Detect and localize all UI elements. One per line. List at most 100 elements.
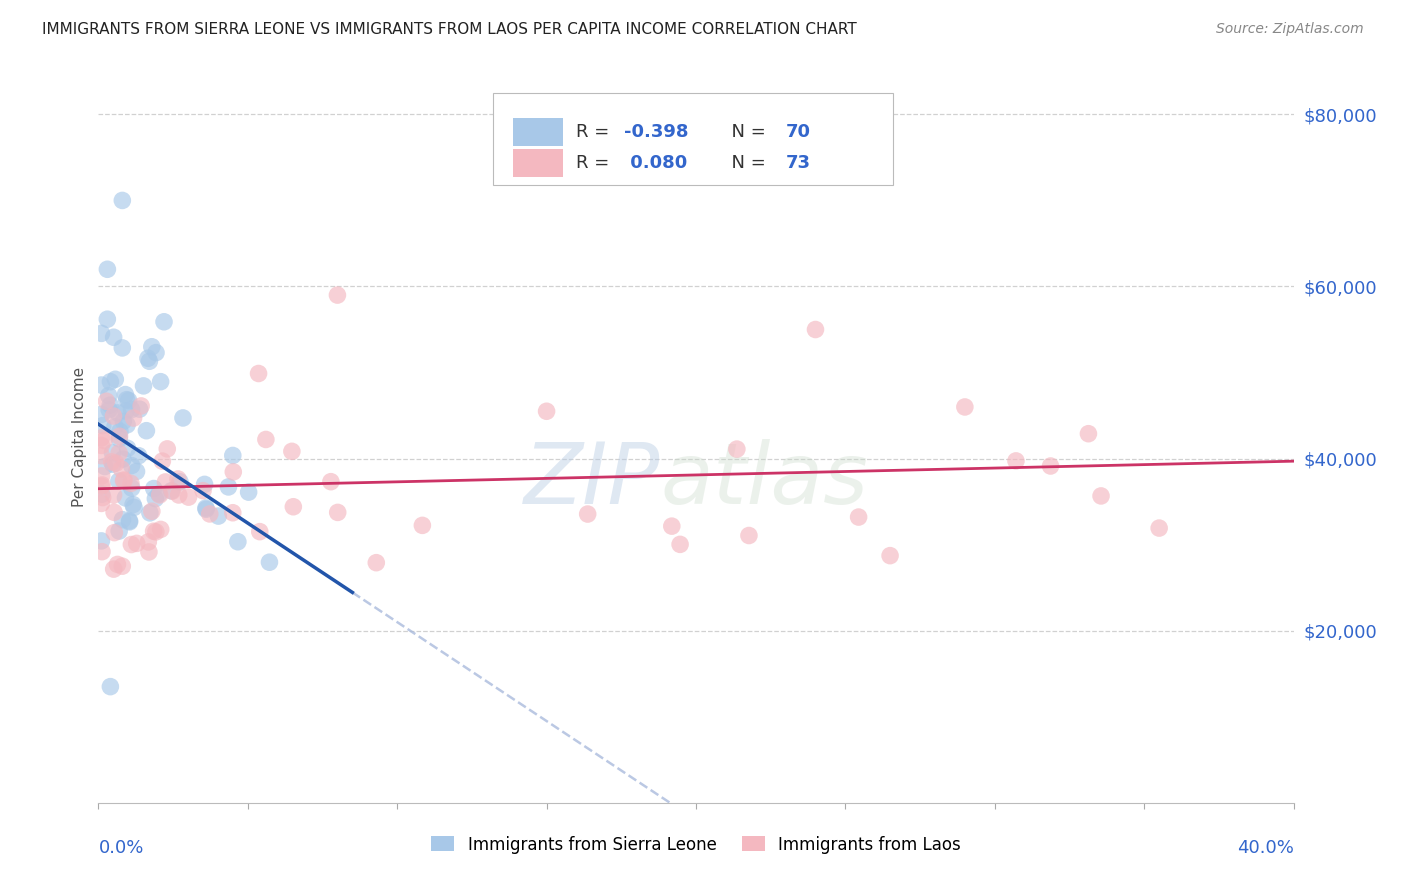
Point bbox=[111, 194, 134, 208]
Point bbox=[111, 559, 134, 574]
Point bbox=[90, 431, 112, 445]
Point bbox=[326, 288, 349, 302]
FancyBboxPatch shape bbox=[513, 118, 564, 146]
Point bbox=[138, 545, 160, 559]
Point bbox=[112, 474, 135, 488]
Point bbox=[91, 491, 114, 505]
Text: -0.398: -0.398 bbox=[624, 123, 689, 141]
Point bbox=[150, 454, 173, 468]
Point bbox=[198, 507, 221, 521]
Point bbox=[222, 449, 245, 463]
Point bbox=[169, 475, 191, 489]
Point bbox=[167, 488, 190, 502]
Point bbox=[879, 549, 901, 563]
Point bbox=[326, 505, 349, 519]
Point bbox=[207, 509, 229, 524]
Point bbox=[91, 478, 114, 492]
Point bbox=[96, 262, 118, 277]
Text: 0.080: 0.080 bbox=[624, 153, 688, 172]
Point bbox=[142, 482, 165, 496]
Point bbox=[115, 404, 138, 418]
Point bbox=[91, 544, 114, 558]
Point bbox=[115, 417, 138, 432]
Point bbox=[155, 475, 177, 489]
Point bbox=[411, 518, 433, 533]
Text: 70: 70 bbox=[786, 123, 811, 141]
Point bbox=[145, 524, 167, 539]
Point bbox=[118, 393, 141, 408]
Point bbox=[120, 537, 142, 551]
Point bbox=[281, 444, 304, 458]
Point bbox=[115, 392, 138, 407]
Point bbox=[103, 409, 125, 423]
Point bbox=[98, 398, 121, 412]
Point bbox=[101, 457, 124, 471]
Point bbox=[118, 514, 141, 528]
Text: R =: R = bbox=[576, 153, 616, 172]
Point bbox=[103, 562, 125, 576]
Text: N =: N = bbox=[720, 123, 772, 141]
Point bbox=[738, 528, 761, 542]
Point bbox=[222, 465, 245, 479]
Point bbox=[111, 341, 134, 355]
Point bbox=[90, 496, 112, 510]
Text: N =: N = bbox=[720, 153, 772, 172]
Point bbox=[90, 487, 112, 501]
Point bbox=[108, 446, 131, 460]
Point bbox=[94, 459, 117, 474]
Point bbox=[90, 469, 112, 483]
Point bbox=[96, 312, 118, 326]
Point bbox=[167, 472, 190, 486]
Point bbox=[108, 524, 131, 538]
Point bbox=[98, 402, 121, 417]
Point bbox=[104, 419, 127, 434]
Point bbox=[107, 558, 129, 572]
Point bbox=[90, 408, 112, 422]
Point bbox=[217, 480, 239, 494]
Point bbox=[104, 456, 127, 470]
Point bbox=[136, 535, 159, 549]
Point bbox=[111, 452, 134, 467]
Point bbox=[139, 506, 162, 520]
Point bbox=[122, 411, 145, 425]
Point bbox=[953, 400, 976, 414]
Point bbox=[114, 491, 136, 505]
Point bbox=[93, 434, 115, 448]
Text: ZIP: ZIP bbox=[524, 440, 661, 523]
Point bbox=[110, 462, 132, 476]
Point bbox=[96, 394, 118, 409]
Point bbox=[162, 484, 184, 499]
Point bbox=[194, 477, 217, 491]
Point bbox=[117, 442, 139, 456]
Point bbox=[103, 330, 125, 344]
Point bbox=[103, 525, 125, 540]
Point bbox=[536, 404, 558, 418]
Point bbox=[145, 345, 167, 359]
Point bbox=[128, 449, 150, 463]
Point bbox=[103, 488, 125, 502]
Text: Source: ZipAtlas.com: Source: ZipAtlas.com bbox=[1216, 22, 1364, 37]
Point bbox=[136, 351, 159, 366]
Point bbox=[112, 414, 135, 428]
Point bbox=[177, 490, 200, 504]
Point bbox=[125, 536, 148, 550]
Point bbox=[90, 326, 112, 341]
Point bbox=[118, 515, 141, 529]
Point bbox=[122, 500, 145, 515]
Point bbox=[319, 475, 342, 489]
Point bbox=[91, 418, 114, 433]
Point bbox=[259, 555, 281, 569]
Point bbox=[100, 375, 122, 389]
Point bbox=[247, 367, 270, 381]
Point bbox=[149, 375, 172, 389]
Point bbox=[125, 465, 148, 479]
Point bbox=[143, 491, 166, 506]
Point bbox=[98, 680, 122, 694]
Point bbox=[194, 501, 217, 516]
Point bbox=[172, 411, 194, 425]
Point bbox=[138, 354, 160, 368]
Point bbox=[249, 524, 271, 539]
Point bbox=[160, 483, 183, 498]
Point bbox=[725, 442, 748, 456]
Point bbox=[149, 488, 172, 502]
